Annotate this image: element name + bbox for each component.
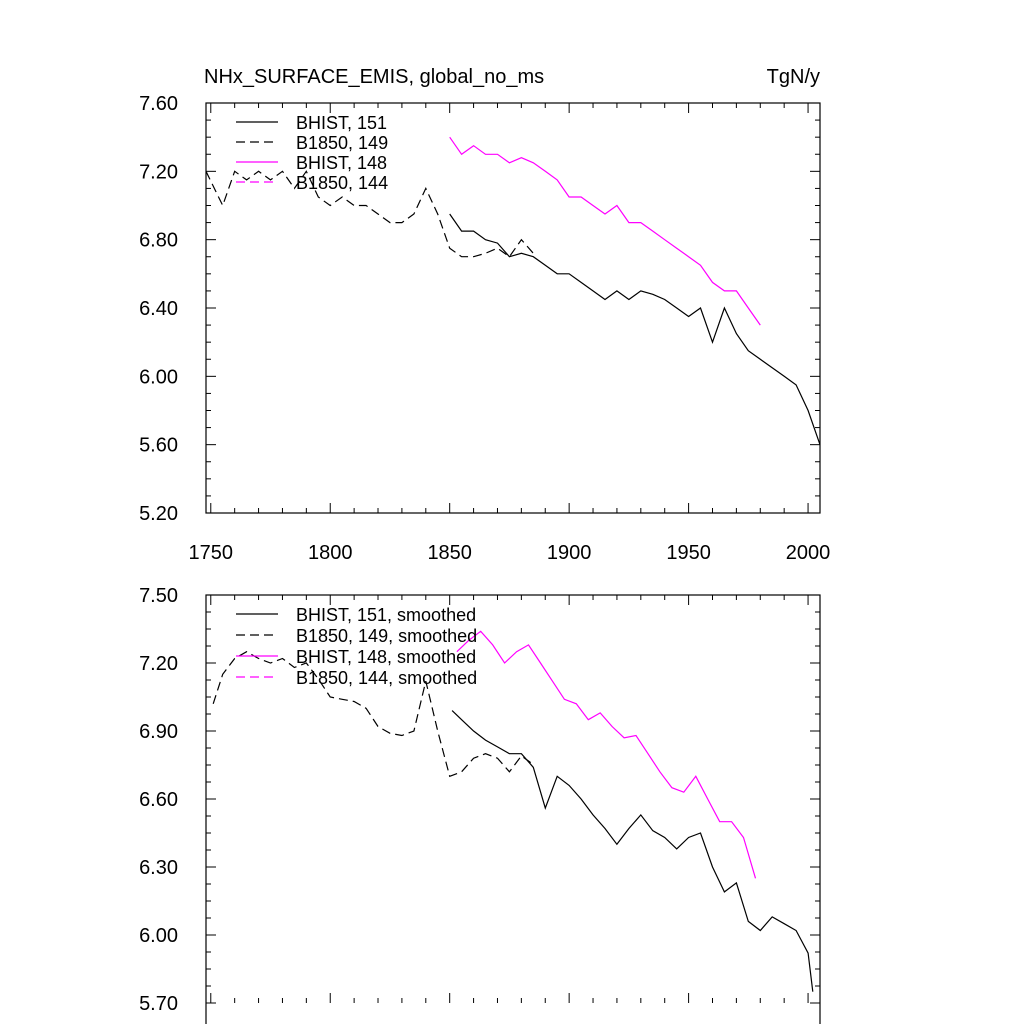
legend-label-1: B1850, 149, smoothed (296, 626, 477, 646)
series-line-2 (449, 136, 761, 326)
series-line-0 (451, 710, 814, 992)
legend-label-3: B1850, 144 (296, 173, 388, 193)
legend-label-0: BHIST, 151 (296, 113, 387, 133)
y-tick-label: 6.60 (139, 789, 178, 811)
legend-label-2: BHIST, 148 (296, 153, 387, 173)
series-line-1 (212, 651, 532, 778)
x-tick-label: 1850 (427, 542, 472, 564)
axis-ticks: 5.20 5.60 6.00 6.40 6.80 7.20 7.60 1750 1800 1850… (139, 93, 830, 564)
legend-label-3: B1850, 144, smoothed (296, 668, 477, 688)
series-line-1 (205, 170, 534, 258)
y-tick-label: 6.00 (139, 366, 178, 388)
series-line-2 (456, 630, 757, 879)
y-tick-label: 6.80 (139, 230, 178, 252)
y-tick-label: 6.90 (139, 721, 178, 743)
y-tick-label: 5.20 (139, 503, 178, 525)
y-tick-label: 6.00 (139, 925, 178, 947)
y-tick-label: 6.40 (139, 298, 178, 320)
plot-frame (205, 594, 821, 1024)
plot-frame (205, 102, 821, 514)
series-lines (212, 630, 814, 992)
y-tick-label: 5.60 (139, 435, 178, 457)
x-tick-label: 1750 (189, 542, 234, 564)
legend-label-1: B1850, 149 (296, 133, 388, 153)
legend-label-2: BHIST, 148, smoothed (296, 647, 476, 667)
x-tick-label: 2000 (786, 542, 831, 564)
axis-ticks: 5.70 6.00 6.30 6.60 6.90 7.20 7.50 (139, 585, 820, 1015)
emissions-raw-panel: NHx_SURFACE_EMIS, global_no_ms TgN/y BHI… (139, 66, 830, 564)
legend-label-0: BHIST, 151, smoothed (296, 605, 476, 625)
x-tick-label: 1800 (308, 542, 353, 564)
y-tick-label: 7.20 (139, 161, 178, 183)
y-tick-label: 7.50 (139, 585, 178, 607)
x-tick-label: 1950 (666, 542, 711, 564)
panel-title: NHx_SURFACE_EMIS, global_no_ms (204, 66, 544, 88)
y-tick-label: 6.30 (139, 857, 178, 879)
y-tick-label: 5.70 (139, 993, 178, 1015)
series-lines (205, 136, 821, 445)
units-label: TgN/y (767, 66, 820, 88)
x-tick-label: 1900 (547, 542, 592, 564)
y-tick-label: 7.60 (139, 93, 178, 115)
y-tick-label: 7.20 (139, 653, 178, 675)
series-line-0 (449, 213, 821, 445)
